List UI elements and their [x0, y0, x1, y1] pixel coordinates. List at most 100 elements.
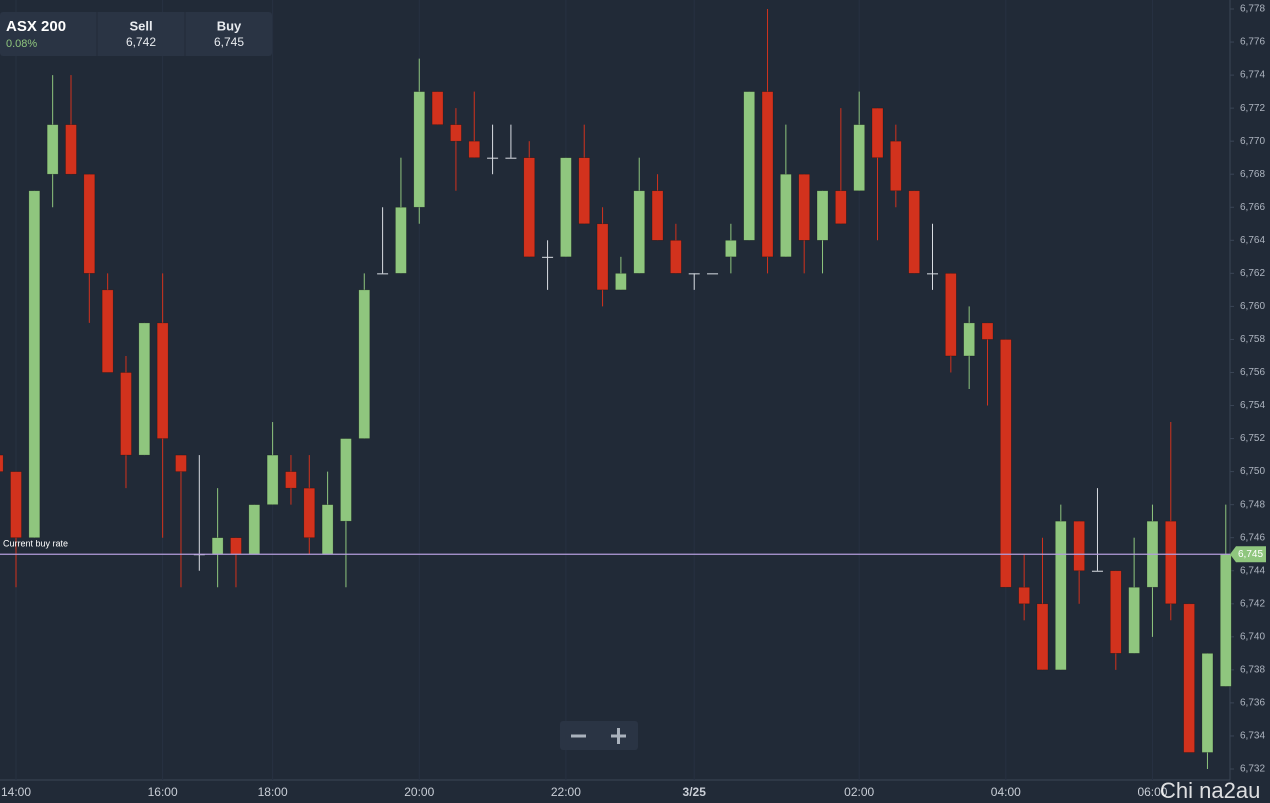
current-rate-badge: [1230, 546, 1266, 563]
candle-body: [10, 471, 22, 538]
y-tick-label: 6,772: [1240, 103, 1265, 114]
y-tick-label: 6,750: [1240, 466, 1265, 477]
x-tick-label: 20:00: [404, 785, 434, 799]
x-tick-label: 14:00: [1, 785, 31, 799]
sell-label[interactable]: Sell: [129, 18, 152, 33]
candle-body: [670, 240, 682, 274]
candle-body: [1219, 553, 1232, 687]
candle-body: [156, 322, 169, 439]
candle-body: [1091, 570, 1103, 572]
buy-label[interactable]: Buy: [217, 18, 242, 33]
candle-body: [651, 190, 664, 241]
candle-body: [1183, 603, 1195, 753]
y-tick-label: 6,738: [1240, 665, 1265, 676]
candle-body: [927, 273, 938, 275]
candle-body: [725, 240, 737, 258]
candle-body: [101, 289, 114, 373]
candle-body: [1128, 586, 1140, 654]
candle-body: [211, 537, 224, 555]
buy-value[interactable]: 6,745: [214, 35, 244, 49]
sell-value[interactable]: 6,742: [126, 35, 156, 49]
candle-body: [28, 190, 41, 538]
candle-body: [505, 157, 517, 159]
watermark: Chi na2au: [1160, 778, 1260, 803]
candle-body: [835, 190, 847, 225]
x-tick-label: 18:00: [258, 785, 288, 799]
y-tick-label: 6,736: [1240, 698, 1265, 709]
y-tick-label: 6,760: [1240, 301, 1265, 312]
candle-body: [963, 322, 975, 357]
candle-body: [377, 273, 389, 275]
y-tick-label: 6,742: [1240, 598, 1265, 609]
candle-body: [175, 454, 187, 472]
y-tick-label: 6,752: [1240, 433, 1265, 444]
candle-body: [1055, 520, 1067, 671]
instrument: ASX 200: [6, 18, 66, 35]
y-tick-label: 6,740: [1240, 631, 1265, 642]
candle-body: [83, 173, 96, 274]
candle-body: [450, 124, 462, 142]
candle-body: [707, 273, 719, 275]
candle-body: [560, 157, 572, 258]
zoom-controls: [560, 721, 638, 750]
candle-body: [65, 124, 77, 175]
candle-body: [780, 173, 792, 258]
candle-body: [285, 471, 297, 489]
candle-body: [1018, 586, 1030, 605]
candle-body: [340, 438, 352, 522]
candle-body: [761, 91, 774, 258]
y-tick-label: 6,768: [1240, 169, 1265, 180]
change: 0.08%: [6, 38, 37, 50]
candle-body: [688, 273, 700, 275]
candle-body: [230, 537, 242, 555]
candle-body: [816, 190, 829, 241]
y-tick-label: 6,778: [1240, 4, 1265, 15]
candle-body: [303, 487, 316, 538]
candle-body: [853, 124, 865, 192]
candle-body: [908, 190, 920, 274]
candle-body: [1201, 653, 1214, 753]
candle-body: [120, 372, 132, 456]
x-tick-label: 16:00: [148, 785, 178, 799]
candle-body: [743, 91, 756, 241]
y-tick-label: 6,764: [1240, 235, 1265, 246]
x-tick-label: 3/25: [683, 785, 707, 799]
x-tick-label: 22:00: [551, 785, 581, 799]
candle-body: [395, 206, 407, 274]
candle-body: [633, 190, 646, 274]
candle-body: [596, 223, 609, 291]
candle-body: [578, 157, 591, 225]
current-rate-text: Current buy rate: [3, 539, 68, 549]
y-tick-label: 6,744: [1240, 565, 1265, 576]
candle-body: [1110, 570, 1122, 654]
header-panel: ASX 200 0.08% Sell 6,742 Buy 6,745: [0, 12, 272, 56]
current-rate-label: 6,745: [1238, 549, 1263, 560]
candle-body: [945, 273, 957, 357]
candle-body: [487, 157, 499, 159]
candle-body: [615, 273, 627, 291]
candle-body: [0, 454, 4, 472]
y-tick-label: 6,756: [1240, 367, 1265, 378]
candle-body: [321, 504, 334, 555]
y-tick-label: 6,762: [1240, 268, 1265, 279]
candle-body: [1036, 603, 1049, 671]
y-tick-label: 6,732: [1240, 764, 1265, 775]
y-tick-label: 6,748: [1240, 499, 1265, 510]
y-tick-label: 6,776: [1240, 37, 1265, 48]
y-tick-label: 6,746: [1240, 532, 1265, 543]
header-box: [0, 12, 272, 56]
candle-body: [798, 173, 810, 241]
candle-body: [431, 91, 444, 125]
y-tick-label: 6,754: [1240, 400, 1265, 411]
y-tick-label: 6,774: [1240, 70, 1265, 81]
x-tick-label: 04:00: [991, 785, 1021, 799]
candle-body: [1164, 520, 1177, 605]
y-tick-label: 6,766: [1240, 202, 1265, 213]
candle-body: [1000, 339, 1012, 588]
candle-body: [358, 289, 371, 439]
candle-body: [1073, 520, 1085, 572]
